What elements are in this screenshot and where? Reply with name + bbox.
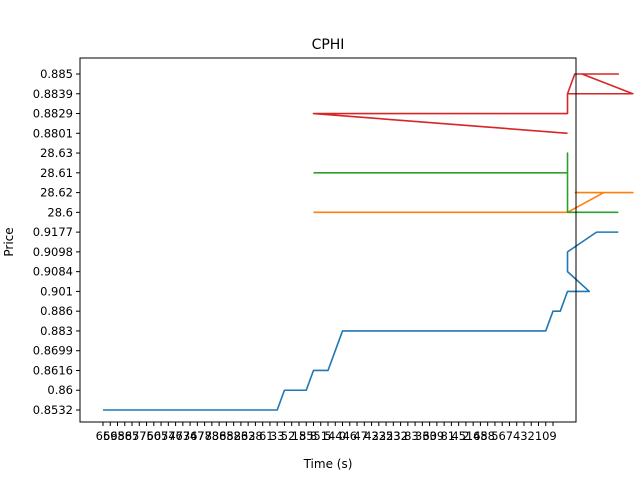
x-tick-label: 46 bbox=[342, 429, 357, 443]
y-axis-label: Price bbox=[2, 227, 16, 256]
x-tick-label: 43 bbox=[364, 429, 379, 443]
x-tick-label: 38 bbox=[248, 429, 263, 443]
x-tick-label: 0 bbox=[339, 429, 346, 443]
y-tick-label: 0.8801 bbox=[33, 126, 73, 140]
x-tick-label: 51 bbox=[313, 429, 328, 443]
x-tick-label: 45 bbox=[473, 429, 488, 443]
x-tick-label: 32 bbox=[393, 429, 408, 443]
y-tick-label: 0.9084 bbox=[33, 265, 73, 279]
x-tick-label: 5 bbox=[324, 429, 331, 443]
y-tick-label: 28.61 bbox=[40, 166, 73, 180]
x-tick-label: 2 bbox=[528, 429, 535, 443]
series-layer bbox=[103, 73, 634, 411]
y-tick-label: 0.883 bbox=[40, 324, 73, 338]
x-tick-label: 88 bbox=[480, 429, 495, 443]
x-tick-label: 30 bbox=[422, 429, 437, 443]
y-tick-label: 0.8532 bbox=[33, 403, 73, 417]
x-tick-label: 8 bbox=[440, 429, 447, 443]
x-tick-label: 65 bbox=[154, 429, 169, 443]
y-tick-label: 28.63 bbox=[40, 146, 73, 160]
x-tick-label: 63 bbox=[176, 429, 191, 443]
x-tick-label: 52 bbox=[226, 429, 241, 443]
chart-title: CPHI bbox=[312, 37, 345, 53]
series-line-1 bbox=[103, 231, 619, 411]
x-tick-label: 68 bbox=[110, 429, 125, 443]
x-axis: 6659685867577560657477637647787386885283… bbox=[96, 422, 557, 443]
x-tick-label: 60 bbox=[146, 429, 161, 443]
x-tick-label: 88 bbox=[219, 429, 234, 443]
y-tick-label: 28.6 bbox=[47, 205, 73, 219]
y-axis: 0.8532 0.86 0.8616 0.8699 0.883 0.886 0.901 0.9… bbox=[33, 67, 80, 417]
x-tick-label: 23 bbox=[386, 429, 401, 443]
x-tick-label: 8 bbox=[310, 429, 317, 443]
x-tick-label: 1 bbox=[266, 429, 273, 443]
series-line-3 bbox=[313, 152, 619, 214]
y-tick-label: 0.9177 bbox=[33, 225, 73, 239]
x-tick-label: 78 bbox=[197, 429, 212, 443]
x-tick-label: 1 bbox=[535, 429, 542, 443]
series-line-2 bbox=[313, 191, 634, 214]
x-tick-label: 7 bbox=[506, 429, 513, 443]
x-tick-label: 2 bbox=[462, 429, 469, 443]
x-tick-label: 5 bbox=[491, 429, 498, 443]
x-tick-label: 36 bbox=[415, 429, 430, 443]
x-tick-label: 33 bbox=[270, 429, 285, 443]
x-tick-label: 16 bbox=[466, 429, 481, 443]
series-line-4 bbox=[312, 73, 634, 135]
x-tick-label: 44 bbox=[328, 429, 343, 443]
x-tick-label: 3 bbox=[520, 429, 527, 443]
x-tick-label: 5 bbox=[281, 429, 288, 443]
x-tick-label: 9 bbox=[549, 429, 556, 443]
x-tick-label: 67 bbox=[125, 429, 140, 443]
x-tick-label: 55 bbox=[299, 429, 314, 443]
x-tick-label: 18 bbox=[292, 429, 307, 443]
y-tick-label: 0.8699 bbox=[33, 344, 73, 358]
x-tick-label: 1 bbox=[448, 429, 455, 443]
x-tick-label: 22 bbox=[371, 429, 386, 443]
x-tick-label: 74 bbox=[161, 429, 176, 443]
y-tick-label: 0.9098 bbox=[33, 245, 73, 259]
x-tick-label: 59 bbox=[103, 429, 118, 443]
x-tick-label: 8 bbox=[404, 429, 411, 443]
x-tick-label: 0 bbox=[542, 429, 549, 443]
x-tick-label: 58 bbox=[117, 429, 132, 443]
x-tick-label: 3 bbox=[411, 429, 418, 443]
x-tick-label: 62 bbox=[241, 429, 256, 443]
x-tick-label: 73 bbox=[205, 429, 220, 443]
x-tick-label: 4 bbox=[353, 429, 360, 443]
x-tick-label: 6 bbox=[259, 429, 266, 443]
x-tick-label: 45 bbox=[451, 429, 466, 443]
y-tick-label: 0.8616 bbox=[33, 363, 73, 377]
x-tick-label: 39 bbox=[430, 429, 445, 443]
x-tick-label: 6 bbox=[499, 429, 506, 443]
y-tick-label: 0.8839 bbox=[33, 87, 73, 101]
x-tick-label: 35 bbox=[379, 429, 394, 443]
y-tick-label: 28.62 bbox=[40, 186, 73, 200]
x-tick-label: 47 bbox=[190, 429, 205, 443]
plot-frame bbox=[79, 57, 577, 423]
x-tick-label: 7 bbox=[361, 429, 368, 443]
x-tick-label: 4 bbox=[513, 429, 520, 443]
y-tick-label: 0.886 bbox=[40, 304, 73, 318]
x-tick-label: 2 bbox=[288, 429, 295, 443]
x-tick-label: 75 bbox=[139, 429, 154, 443]
y-tick-label: 0.86 bbox=[47, 383, 73, 397]
x-tick-label: 86 bbox=[212, 429, 227, 443]
x-tick-label: 77 bbox=[168, 429, 183, 443]
x-tick-label: 76 bbox=[183, 429, 198, 443]
x-tick-label: 57 bbox=[132, 429, 147, 443]
y-tick-label: 0.8829 bbox=[33, 107, 73, 121]
y-tick-label: 0.885 bbox=[40, 67, 73, 81]
x-axis-label: Time (s) bbox=[303, 457, 353, 471]
x-tick-label: 66 bbox=[96, 429, 111, 443]
y-tick-label: 0.901 bbox=[40, 284, 73, 298]
x-tick-label: 83 bbox=[234, 429, 249, 443]
